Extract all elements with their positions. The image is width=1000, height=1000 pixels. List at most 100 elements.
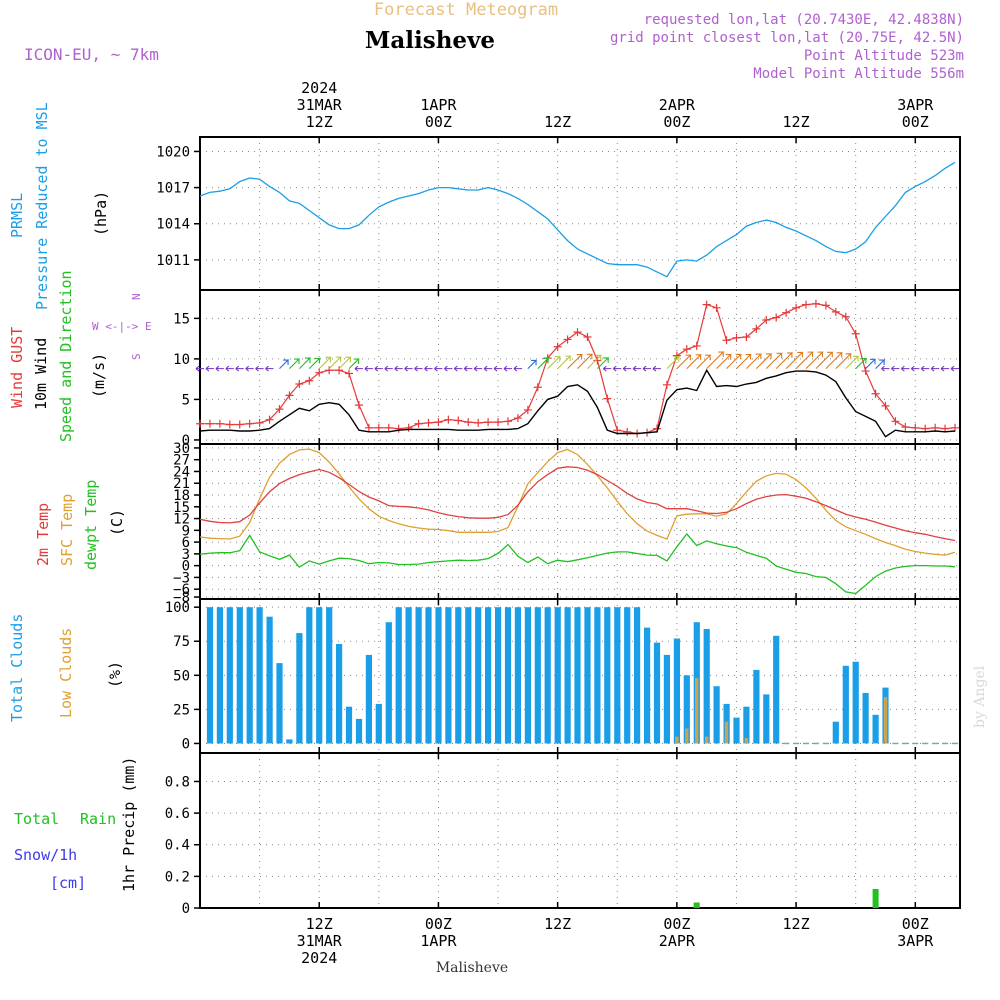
gust-point — [215, 419, 224, 428]
gust-point — [513, 414, 522, 423]
total-cloud-bar — [246, 607, 253, 744]
gust-point — [722, 336, 731, 345]
wind-arrow — [364, 365, 373, 372]
gust-point — [583, 333, 592, 342]
wind-arrow — [612, 365, 622, 372]
gust-point — [662, 380, 671, 389]
top-time-label: 00Z — [902, 113, 929, 131]
rain-bar — [872, 889, 879, 908]
gust-point — [772, 313, 781, 322]
y-tick-label: 27 — [173, 453, 190, 469]
total-cloud-bar — [504, 607, 512, 744]
total-cloud-bar — [534, 607, 541, 744]
total-cloud-bar — [554, 607, 561, 744]
wind-arrow — [235, 365, 244, 372]
total-cloud-bar — [395, 607, 402, 744]
y-tick-label: 3 — [182, 547, 190, 563]
y-tick-label: 15 — [173, 500, 190, 516]
wind-arrow — [577, 353, 594, 370]
low-cloud-bar — [744, 738, 749, 744]
gust-point — [345, 369, 354, 378]
total-cloud-bar — [405, 607, 412, 744]
wind-arrow — [716, 353, 733, 370]
y-tick-label: −6 — [173, 582, 190, 598]
y-tick-label: 1017 — [156, 181, 190, 197]
gust-point — [285, 391, 294, 400]
panel-frame — [199, 443, 961, 600]
wind-arrow — [825, 352, 844, 370]
total-cloud-bar — [206, 607, 214, 744]
y-tick-label: −3 — [173, 570, 190, 586]
y-tick-label: 0.2 — [165, 869, 190, 885]
temp2m-line — [199, 466, 956, 542]
gust-point — [364, 423, 373, 432]
plot-layer: 1011101410171020051015−8−6−3036912151821… — [156, 79, 961, 967]
total-cloud-bar — [514, 607, 521, 744]
total-cloud-bar — [276, 663, 283, 744]
gust-point — [464, 418, 473, 427]
gust-point — [374, 423, 383, 432]
gust-point — [553, 342, 562, 351]
wind-arrow — [384, 365, 393, 372]
gust-point — [265, 415, 274, 424]
wind-arrow — [835, 353, 852, 370]
model-altitude: Model Point Altitude 556m — [753, 66, 964, 82]
wind-arrow — [920, 365, 930, 372]
cloud-label-low: Low Clouds — [57, 628, 75, 718]
gust-point — [424, 418, 433, 427]
total-cloud-bar — [574, 607, 581, 744]
wind-arrow — [394, 365, 403, 372]
gust-point — [275, 405, 284, 414]
low-cloud-bar — [724, 721, 729, 744]
bottom-time-label: 3APR — [897, 932, 934, 950]
wind-arrow — [527, 359, 538, 370]
total-cloud-bar — [465, 607, 472, 744]
top-time-label: 2APR — [659, 96, 696, 114]
gust-point — [196, 419, 204, 428]
gust-point — [951, 423, 960, 432]
total-cloud-bar — [495, 607, 502, 744]
y-tick-label: 10 — [173, 352, 190, 368]
gust-point — [881, 401, 890, 410]
wind-label-speed-dir: Speed and Direction — [57, 270, 75, 442]
total-cloud-bar — [385, 622, 392, 744]
wind-arrow — [424, 365, 433, 372]
y-tick-label: 5 — [182, 392, 190, 408]
wind-arrow — [547, 356, 562, 370]
wind-arrow — [328, 356, 342, 370]
wind-label-gust: Wind GUST — [8, 327, 26, 408]
wind-arrow — [348, 358, 360, 370]
wind-arrow — [513, 365, 522, 372]
gust-point — [762, 315, 771, 324]
wind-arrow — [632, 365, 642, 372]
gust-point — [305, 376, 314, 385]
wind-arrow — [706, 351, 725, 370]
dewpt-line — [199, 532, 956, 595]
top-time-label: 31MAR — [297, 96, 343, 114]
gust-point — [682, 345, 691, 354]
gridpoint-coords: grid point closest lon,lat (20.75E, 42.5… — [610, 30, 964, 46]
gust-point — [255, 418, 264, 427]
top-time-label: 1APR — [420, 96, 457, 114]
total-cloud-bar — [226, 607, 233, 744]
gust-point — [702, 300, 711, 309]
gust-point — [484, 418, 493, 427]
total-cloud-bar — [653, 642, 661, 744]
total-cloud-bar — [326, 607, 333, 744]
wind-arrow — [318, 356, 332, 370]
gust-point — [752, 324, 761, 333]
wind-arrow — [805, 351, 824, 370]
gust-point — [325, 366, 334, 375]
total-cloud-bar — [634, 607, 641, 744]
wind-arrow — [279, 359, 290, 370]
temp-label-2m: 2m Temp — [34, 503, 52, 566]
top-time-label: 12Z — [783, 113, 810, 131]
low-cloud-bar — [675, 736, 679, 744]
wind-arrow — [755, 353, 773, 370]
gust-point — [404, 423, 413, 432]
total-cloud-bar — [773, 635, 780, 744]
low-cloud-bar — [695, 678, 699, 744]
temp-label-unit: (C) — [108, 509, 126, 536]
total-cloud-bar — [286, 739, 293, 744]
